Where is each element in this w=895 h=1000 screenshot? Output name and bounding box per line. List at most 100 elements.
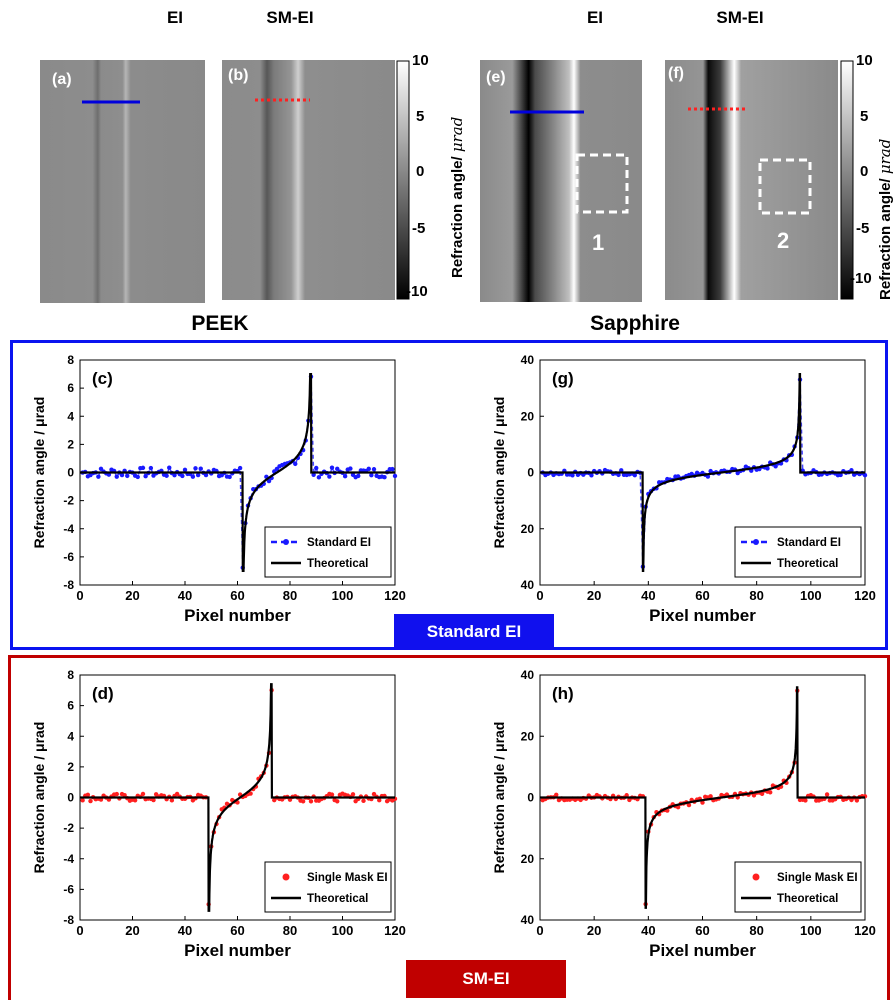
x-axis-label: Pixel number <box>184 606 291 625</box>
x-tick-label: 80 <box>283 588 297 603</box>
y-tick-label: -8 <box>63 913 74 927</box>
data-point <box>114 791 119 797</box>
data-point <box>329 465 335 470</box>
y-tick-label: -2 <box>63 494 74 508</box>
chart-h: 0 20 40 60 80 100 120 40 20 0 20 40 Pixel number Refr… <box>491 668 876 960</box>
theoretical-series-line <box>80 683 395 912</box>
x-tick-label: 80 <box>749 588 763 603</box>
x-tick-label: 60 <box>230 588 244 603</box>
x-tick-label: 100 <box>332 588 354 603</box>
legend-label-measured: Standard EI <box>307 537 371 549</box>
data-point <box>300 799 306 804</box>
colorbar-left <box>396 60 410 300</box>
x-tick-label: 20 <box>125 588 139 603</box>
data-point <box>768 790 773 795</box>
y-axis-label: Refraction angle / μrad <box>31 397 47 549</box>
x-tick-label: 120 <box>384 923 406 938</box>
y-axis-label: Refraction angle / μrad <box>491 397 507 549</box>
legend-marker-measured <box>752 873 760 881</box>
data-point <box>686 802 692 808</box>
x-tick-label: 40 <box>178 923 192 938</box>
data-point <box>371 791 377 797</box>
x-tick-label: 20 <box>587 923 601 938</box>
colorbar-right-title: Refraction angle/ μrad <box>876 138 894 300</box>
colorbar-left-tick-neg10: -10 <box>406 283 428 300</box>
legend-marker-measured <box>283 539 289 545</box>
data-point <box>88 798 93 804</box>
x-tick-label: 20 <box>125 923 139 938</box>
legend-label-measured: Single Mask EI <box>777 872 858 884</box>
x-tick-label: 120 <box>384 588 406 603</box>
theoretical-series-line <box>540 373 865 572</box>
panel-label-a: (a) <box>52 71 72 88</box>
data-point <box>122 792 127 798</box>
x-tick-label: 40 <box>178 588 192 603</box>
data-point <box>140 791 146 797</box>
data-point <box>329 792 335 797</box>
data-point <box>80 798 85 803</box>
data-point <box>248 791 253 796</box>
data-point <box>803 798 808 803</box>
x-tick-label: 0 <box>76 588 83 603</box>
colorbar-right-tick-5: 5 <box>860 108 869 125</box>
image-panel-b: (b) <box>222 60 395 300</box>
colorbar-right-tick-neg5: -5 <box>856 220 870 237</box>
panel-label-f: (f) <box>668 65 684 82</box>
colorbar-right-tick-10: 10 <box>856 52 873 69</box>
panel-label: (c) <box>92 369 113 388</box>
colorbar-left-tick-10: 10 <box>412 52 429 69</box>
column-title-sapphire-smei: SM-EI <box>716 8 764 27</box>
y-tick-label: 40 <box>521 913 535 927</box>
legend-box <box>264 861 392 913</box>
data-point <box>708 794 713 799</box>
column-title-peek-ei: EI <box>166 8 184 27</box>
colorbar-right-tick-neg10: -10 <box>850 270 872 287</box>
y-tick-label: -6 <box>63 550 74 564</box>
data-point <box>624 793 629 798</box>
data-point <box>854 798 860 803</box>
image-panel-f: (f) 2 <box>665 60 838 300</box>
y-tick-label: 0 <box>67 791 74 805</box>
data-point <box>361 798 366 804</box>
y-tick-label: 2 <box>67 760 74 774</box>
data-point <box>377 798 382 803</box>
x-axis-label: Pixel number <box>649 606 756 625</box>
panel-label: (g) <box>552 369 574 388</box>
y-tick-label: 2 <box>67 437 74 451</box>
data-point <box>169 798 175 803</box>
legend-label-theoretical: Theoretical <box>307 558 368 570</box>
theoretical-series-line <box>540 686 865 909</box>
y-tick-label: 40 <box>521 353 535 367</box>
section-label-standard: Standard EI <box>394 614 554 650</box>
y-tick-label: 40 <box>521 668 535 682</box>
data-point <box>85 792 91 798</box>
y-tick-label: 0 <box>527 466 534 480</box>
data-point <box>132 798 138 803</box>
group-label-sapphire: Sapphire <box>590 312 680 335</box>
y-axis-label: Refraction angle / μrad <box>31 722 47 874</box>
data-point <box>759 791 765 797</box>
x-axis-label: Pixel number <box>184 941 291 960</box>
x-tick-label: 0 <box>536 923 543 938</box>
x-tick-label: 100 <box>800 923 822 938</box>
x-tick-label: 120 <box>854 588 876 603</box>
data-point <box>824 792 830 797</box>
column-title-peek-smei: SM-EI <box>266 8 314 27</box>
smei-frame <box>8 655 890 1000</box>
y-tick-label: 4 <box>67 729 74 743</box>
colorbar-right-tick-0: 0 <box>860 163 869 180</box>
theoretical-series-line <box>80 373 395 572</box>
panel-label: (d) <box>92 684 114 703</box>
legend-label-measured: Standard EI <box>777 537 841 549</box>
data-point <box>554 792 559 797</box>
roi-label-2: 2 <box>777 228 789 253</box>
colorbar-left-tick-5: 5 <box>416 108 425 125</box>
x-tick-label: 80 <box>749 923 763 938</box>
panel-label-b: (b) <box>228 67 248 84</box>
y-tick-label: 40 <box>521 578 535 592</box>
y-tick-label: 0 <box>527 791 534 805</box>
data-point <box>308 799 314 804</box>
